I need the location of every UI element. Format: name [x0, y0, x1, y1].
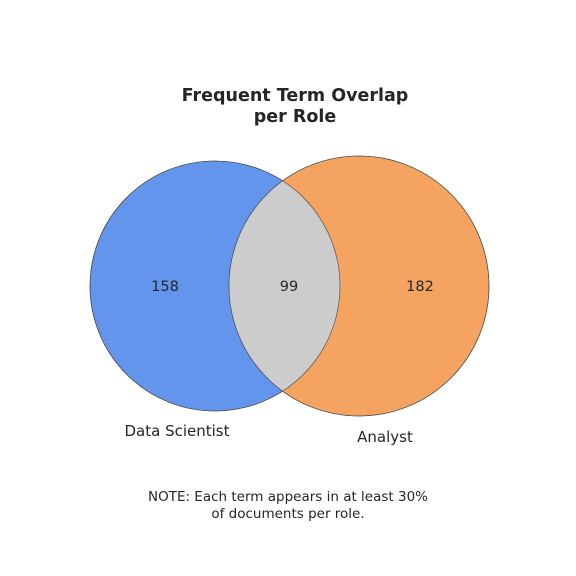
- chart-title-line-1: Frequent Term Overlap: [182, 86, 409, 106]
- analyst-outline: [228, 155, 490, 417]
- note-line-1: NOTE: Each term appears in at least 30%: [148, 489, 428, 505]
- analyst-only-count: 182: [406, 279, 434, 295]
- data-scientist-only-count: 158: [151, 279, 179, 295]
- intersection-count: 99: [280, 279, 298, 295]
- chart-title-line-2: per Role: [254, 107, 337, 127]
- data-scientist-outline: [89, 160, 341, 412]
- analyst-label: Analyst: [357, 428, 413, 446]
- note-line-2: of documents per role.: [211, 506, 364, 522]
- intersection-region: [229, 161, 340, 411]
- data-scientist-label: Data Scientist: [125, 422, 230, 440]
